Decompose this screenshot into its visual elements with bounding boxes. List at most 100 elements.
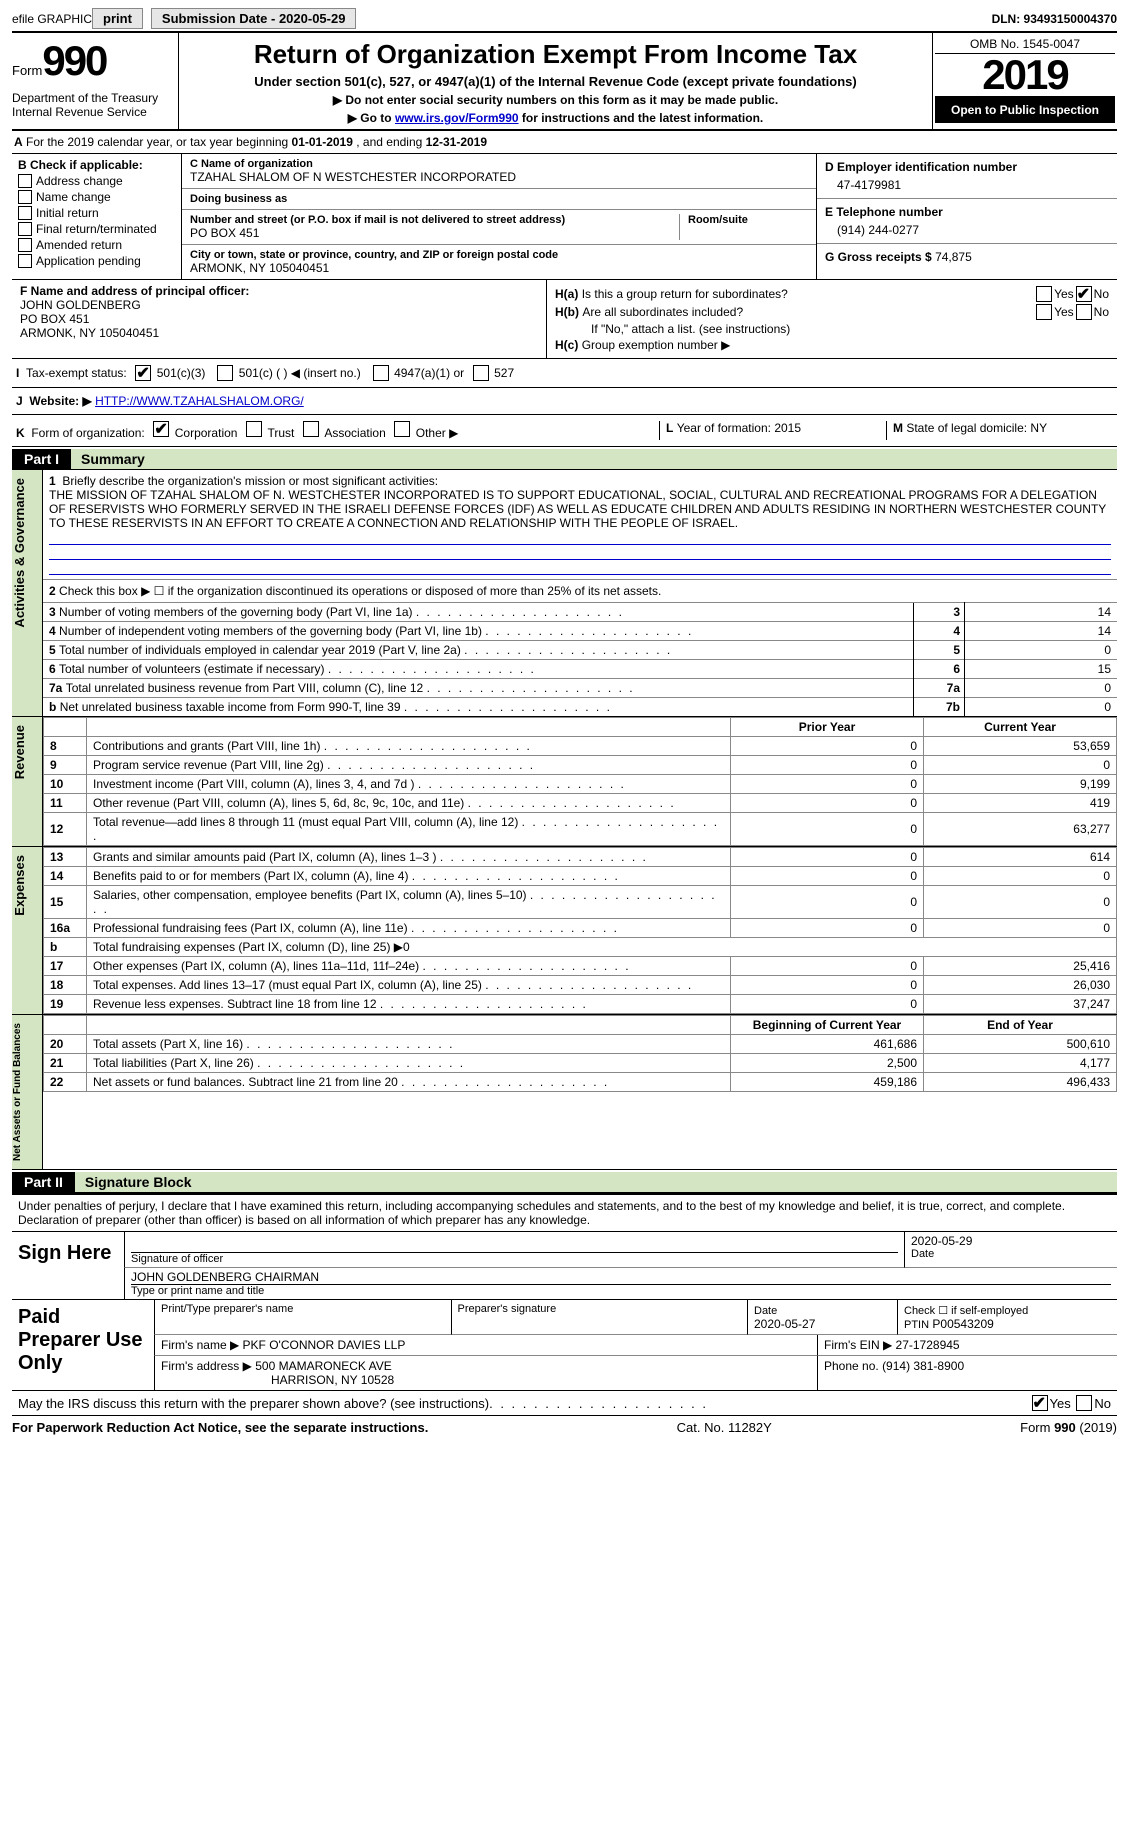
room-tag: Room/suite <box>688 214 808 226</box>
officer-group-grid: F Name and address of principal officer:… <box>12 280 1117 359</box>
rev-n: 10 <box>44 775 87 794</box>
exp-desc: Total fundraising expenses (Part IX, col… <box>87 938 1117 957</box>
part-1-title: Summary <box>71 449 1117 470</box>
cb-501c[interactable] <box>217 365 233 381</box>
line-i-text: Tax-exempt status: <box>26 366 127 380</box>
cb-amended[interactable] <box>18 238 32 252</box>
box-b-title: B Check if applicable: <box>18 158 175 172</box>
opt-name-change: Name change <box>36 190 111 204</box>
form-subtitle: Under section 501(c), 527, or 4947(a)(1)… <box>187 74 924 89</box>
l6-val: 15 <box>965 660 1118 679</box>
dept-label: Department of the Treasury Internal Reve… <box>12 91 172 119</box>
ha-no-cb[interactable] <box>1076 286 1092 302</box>
form-word: Form <box>12 63 42 78</box>
l3-txt: Number of voting members of the governin… <box>59 605 413 619</box>
addr-value: PO BOX 451 <box>190 226 679 240</box>
hb-label: H(b) <box>555 305 579 319</box>
cb-527[interactable] <box>473 365 489 381</box>
net-current: 496,433 <box>924 1073 1117 1092</box>
sig-date-label: Date <box>911 1248 1111 1260</box>
l3-lab: 3 <box>914 603 965 622</box>
firm-phone: (914) 381-8900 <box>882 1359 964 1373</box>
opt-corp: Corporation <box>175 426 238 440</box>
firm-name-label: Firm's name ▶ <box>161 1338 239 1352</box>
net-prior: 459,186 <box>731 1073 924 1092</box>
cb-assoc[interactable] <box>303 421 319 437</box>
dln: DLN: 93493150004370 <box>992 12 1117 26</box>
l4-txt: Number of independent voting members of … <box>59 624 482 638</box>
form-title: Return of Organization Exempt From Incom… <box>187 39 924 70</box>
ha-yes-cb[interactable] <box>1036 286 1052 302</box>
officer-name-label: Type or print name and title <box>131 1285 1111 1297</box>
foot-right-post: (2019) <box>1076 1420 1117 1435</box>
exp-n: b <box>44 938 87 957</box>
l7b-n: b <box>49 700 56 714</box>
opt-amended: Amended return <box>36 238 122 252</box>
exp-desc: Benefits paid to or for members (Part IX… <box>87 867 731 886</box>
l7b-lab: 7b <box>914 698 965 717</box>
exp-n: 13 <box>44 848 87 867</box>
opt-trust: Trust <box>267 426 294 440</box>
net-prior: 2,500 <box>731 1054 924 1073</box>
l3-n: 3 <box>49 605 56 619</box>
hb-yes-cb[interactable] <box>1036 304 1052 320</box>
foot-right-pre: Form <box>1020 1420 1054 1435</box>
l3-val: 14 <box>965 603 1118 622</box>
form-note-2-post: for instructions and the latest informat… <box>519 111 764 125</box>
l7a-txt: Total unrelated business revenue from Pa… <box>66 681 424 695</box>
expenses-table: 13 Grants and similar amounts paid (Part… <box>43 847 1117 1014</box>
foot-mid: Cat. No. 11282Y <box>677 1420 772 1435</box>
revenue-table: Prior YearCurrent Year 8 Contributions a… <box>43 717 1117 846</box>
ptin-value: P00543209 <box>932 1317 993 1331</box>
hc-text: Group exemption number ▶ <box>582 338 731 352</box>
part-2-label: Part II <box>12 1172 75 1193</box>
opt-4947: 4947(a)(1) or <box>394 366 464 380</box>
exp-desc: Salaries, other compensation, employee b… <box>87 886 731 919</box>
foot-left: For Paperwork Reduction Act Notice, see … <box>12 1420 428 1435</box>
firm-addr2: HARRISON, NY 10528 <box>161 1373 394 1387</box>
part-1-bar: Part I Summary <box>12 449 1117 470</box>
exp-current: 26,030 <box>924 976 1117 995</box>
cb-initial-return[interactable] <box>18 206 32 220</box>
cb-final-return[interactable] <box>18 222 32 236</box>
phone-tag: E Telephone number <box>825 205 1109 219</box>
firm-ein-label: Firm's EIN ▶ <box>824 1338 892 1352</box>
l4-n: 4 <box>49 624 56 638</box>
cb-501c3[interactable] <box>135 365 151 381</box>
officer-sig-name: JOHN GOLDENBERG CHAIRMAN <box>131 1270 1111 1285</box>
cb-corp[interactable] <box>153 421 169 437</box>
cb-address-change[interactable] <box>18 174 32 188</box>
officer-name: JOHN GOLDENBERG <box>20 298 538 312</box>
foot-right-bold: 990 <box>1054 1420 1076 1435</box>
dba-tag: Doing business as <box>190 193 808 205</box>
rev-current: 63,277 <box>924 813 1117 846</box>
cb-other[interactable] <box>394 421 410 437</box>
rev-prior: 0 <box>731 794 924 813</box>
opt-assoc: Association <box>324 426 385 440</box>
line-i: I Tax-exempt status: 501(c)(3) 501(c) ( … <box>12 359 1117 388</box>
cb-name-change[interactable] <box>18 190 32 204</box>
self-employed-label: Check ☐ if self-employed <box>904 1305 1028 1317</box>
rev-n: 9 <box>44 756 87 775</box>
exp-desc: Other expenses (Part IX, column (A), lin… <box>87 957 731 976</box>
cb-app-pending[interactable] <box>18 254 32 268</box>
exp-n: 15 <box>44 886 87 919</box>
org-name: TZAHAL SHALOM OF N WESTCHESTER INCORPORA… <box>190 170 808 184</box>
line-k-label: K <box>16 426 25 440</box>
cb-4947[interactable] <box>373 365 389 381</box>
exp-current: 37,247 <box>924 995 1117 1014</box>
rev-prior: 0 <box>731 756 924 775</box>
line-l-value: 2015 <box>774 421 801 435</box>
net-desc: Total liabilities (Part X, line 26) <box>87 1054 731 1073</box>
website-link[interactable]: HTTP://WWW.TZAHALSHALOM.ORG/ <box>95 394 304 408</box>
line-a-begin: 01-01-2019 <box>292 135 353 149</box>
hb-no-cb[interactable] <box>1076 304 1092 320</box>
part-2-title: Signature Block <box>75 1172 1117 1193</box>
irs-link[interactable]: www.irs.gov/Form990 <box>395 111 519 125</box>
may-no-cb[interactable] <box>1076 1395 1092 1411</box>
cb-trust[interactable] <box>246 421 262 437</box>
opt-527: 527 <box>494 366 514 380</box>
may-yes-cb[interactable] <box>1032 1395 1048 1411</box>
side-revenue: Revenue <box>12 717 42 787</box>
print-button[interactable]: print <box>92 8 143 29</box>
